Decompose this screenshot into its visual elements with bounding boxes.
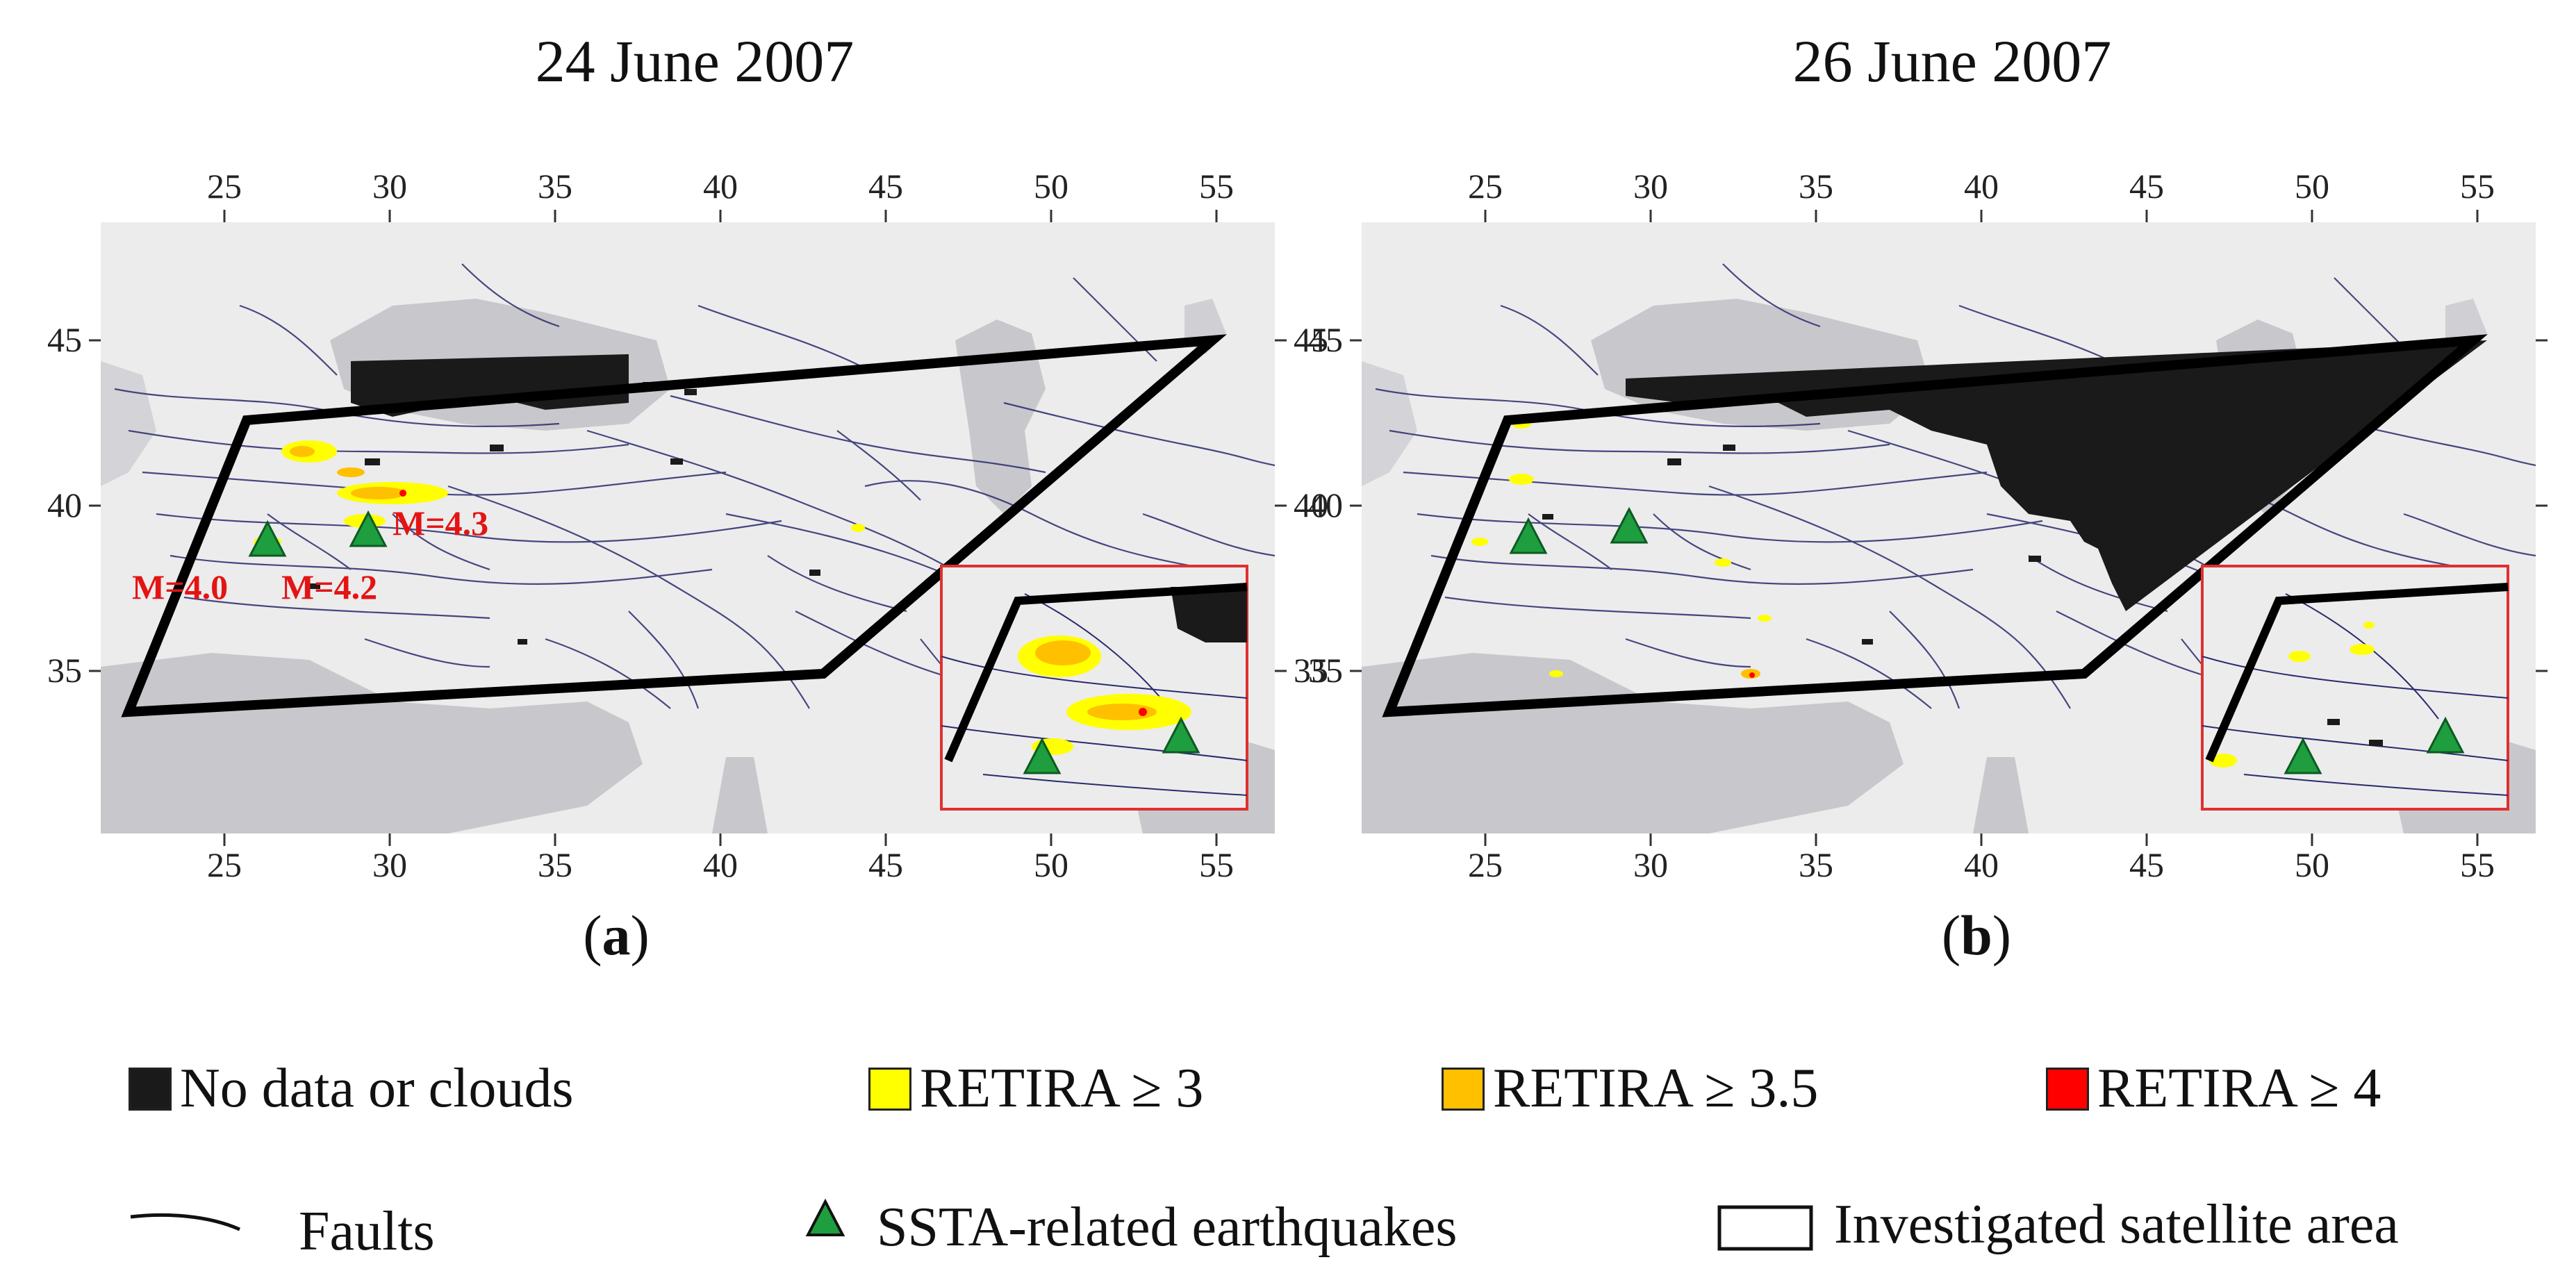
earthquake-marker xyxy=(1162,716,1200,754)
panel-b-lat-labels: 45 40 35 xyxy=(1308,320,1343,690)
panel-b-map xyxy=(1360,221,2537,835)
tick-label: 50 xyxy=(1034,845,1068,884)
panel-b-caption: (b) xyxy=(1941,904,2012,967)
panel-a-lat-labels: 45 40 35 45 40 35 xyxy=(47,320,1328,690)
fault-legend-line xyxy=(130,1213,241,1231)
earthquake-label-m42: M=4.2 xyxy=(281,567,377,606)
panel-b-lon-labels-top: 25 30 35 40 45 50 55 xyxy=(1468,167,2495,206)
earthquake-marker xyxy=(1023,737,1062,774)
tick-label: 30 xyxy=(372,167,407,206)
tick-label: 45 xyxy=(47,320,82,359)
tick-label: 55 xyxy=(1199,845,1234,884)
retira35-swatch xyxy=(1442,1067,1485,1111)
tick-label: 25 xyxy=(207,845,242,884)
panel-a-map xyxy=(99,221,1276,835)
tick-label: 45 xyxy=(868,167,903,206)
panel-a-lon-labels-top: 25 30 35 40 45 50 55 xyxy=(207,167,1234,206)
earthquake-marker xyxy=(1610,506,1649,544)
earthquake-label-m43: M=4.3 xyxy=(393,504,488,542)
tick-label: 25 xyxy=(1468,845,1503,884)
tick-label: 40 xyxy=(703,845,738,884)
earthquake-label-m40: M=4.0 xyxy=(132,567,228,606)
legend-retira4: RETIRA ≥ 4 xyxy=(2046,1057,2381,1120)
legend-ssta-label: SSTA-related earthquakes xyxy=(877,1197,1458,1258)
tick-label: 35 xyxy=(538,167,572,206)
panel-a-title: 24 June 2007 xyxy=(535,28,854,94)
legend-symbols xyxy=(130,1198,1813,1251)
tick-label: 50 xyxy=(1034,167,1068,206)
tick-label: 35 xyxy=(1799,845,1833,884)
tick-label: 35 xyxy=(47,651,82,690)
earthquake-legend-icon xyxy=(805,1198,845,1236)
earthquake-marker xyxy=(2284,737,2322,774)
panel-b-ticks xyxy=(1350,210,2548,846)
tick-label: 35 xyxy=(1799,167,1833,206)
tick-label: 35 xyxy=(1294,651,1328,690)
legend-area-label: Investigated satellite area xyxy=(1834,1194,2399,1255)
legend-no-data-label: No data or clouds xyxy=(180,1058,574,1119)
earthquake-marker xyxy=(2426,716,2465,754)
earthquake-marker xyxy=(349,510,388,547)
tick-label: 45 xyxy=(868,845,903,884)
legend-retira4-label: RETIRA ≥ 4 xyxy=(2097,1058,2381,1119)
tick-label: 45 xyxy=(2129,167,2164,206)
panel-a-top-ticks xyxy=(223,210,1218,222)
area-legend-icon xyxy=(1717,1205,1813,1251)
tick-label: 40 xyxy=(1294,486,1328,524)
legend-retira35: RETIRA ≥ 3.5 xyxy=(1442,1057,1818,1120)
legend-faults-label: Faults xyxy=(299,1201,435,1262)
panel-a-caption: (a) xyxy=(583,904,650,967)
earthquake-marker xyxy=(1509,517,1548,554)
legend-ssta: SSTA-related earthquakes xyxy=(877,1196,1458,1259)
panel-b-title: 26 June 2007 xyxy=(1792,28,2112,94)
no-data-swatch xyxy=(129,1067,172,1111)
tick-label: 40 xyxy=(1308,486,1343,524)
tick-label: 50 xyxy=(2295,845,2329,884)
tick-label: 40 xyxy=(1964,845,1999,884)
retira3-swatch xyxy=(868,1067,911,1111)
legend-retira35-label: RETIRA ≥ 3.5 xyxy=(1493,1058,1819,1119)
legend-retira3-label: RETIRA ≥ 3 xyxy=(920,1058,1204,1119)
earthquake-marker xyxy=(248,520,287,557)
tick-label: 30 xyxy=(372,845,407,884)
tick-label: 50 xyxy=(2295,167,2329,206)
tick-label: 40 xyxy=(1964,167,1999,206)
panel-a-earthquakes: M=4.0 M=4.2 M=4.3 xyxy=(132,504,1200,774)
tick-label: 45 xyxy=(2129,845,2164,884)
tick-label: 45 xyxy=(1308,320,1343,359)
tick-label: 55 xyxy=(2460,845,2495,884)
tick-label: 55 xyxy=(1199,167,1234,206)
tick-label: 40 xyxy=(703,167,738,206)
panel-a-bottom-ticks xyxy=(89,339,1287,846)
panel-b-earthquakes xyxy=(1509,506,2465,774)
retira4-swatch xyxy=(2046,1067,2089,1111)
panel-b-lon-labels-bottom: 25 30 35 40 45 50 55 xyxy=(1468,845,2495,884)
tick-label: 25 xyxy=(1468,167,1503,206)
tick-label: 35 xyxy=(1308,651,1343,690)
legend-faults: Faults xyxy=(299,1200,435,1263)
legend-no-data: No data or clouds xyxy=(129,1057,574,1120)
tick-label: 30 xyxy=(1633,167,1668,206)
tick-label: 45 xyxy=(1294,320,1328,359)
tick-label: 40 xyxy=(47,486,82,524)
tick-label: 35 xyxy=(538,845,572,884)
panel-a-lon-labels-bottom: 25 30 35 40 45 50 55 xyxy=(207,845,1234,884)
tick-label: 25 xyxy=(207,167,242,206)
tick-label: 55 xyxy=(2460,167,2495,206)
tick-label: 30 xyxy=(1633,845,1668,884)
legend-retira3: RETIRA ≥ 3 xyxy=(868,1057,1203,1120)
legend-area: Investigated satellite area xyxy=(1834,1193,2399,1256)
